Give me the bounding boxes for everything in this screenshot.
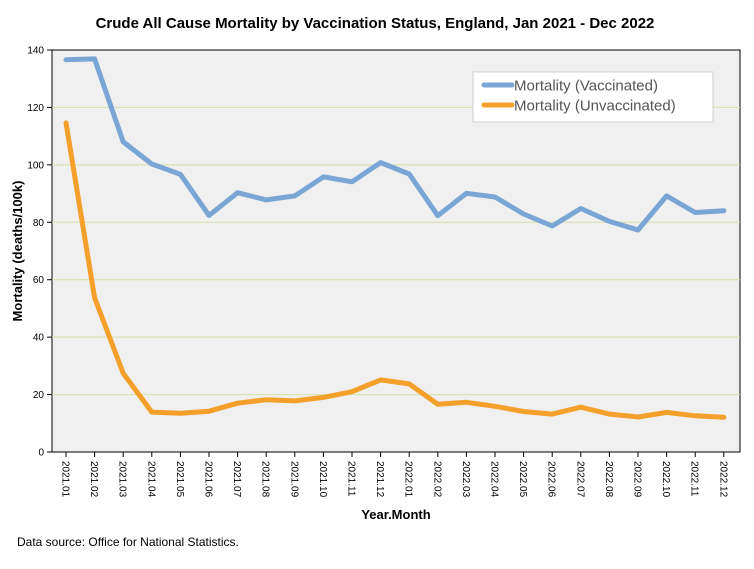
x-axis: 2021.01 2021.02 2021.03 2021.04 2021.05 2021.… (60, 452, 728, 498)
y-tick-label: 60 (33, 275, 45, 286)
series-lines (63, 56, 727, 420)
x-tick-label: 2022.02 (431, 461, 442, 498)
y-tick-label: 120 (27, 103, 44, 114)
x-tick-label: 2022.09 (632, 461, 643, 498)
x-tick-label: 2022.07 (574, 461, 585, 498)
x-tick-label: 2021.09 (288, 461, 299, 498)
x-tick-label: 2022.05 (517, 461, 528, 498)
x-tick-label: 2021.01 (60, 461, 71, 498)
y-tick-label: 80 (33, 218, 45, 229)
y-axis-label: Mortality (deaths/100k) (10, 181, 25, 322)
x-tick-label: 2022.01 (403, 461, 414, 498)
x-tick-label: 2021.03 (117, 461, 128, 498)
y-tick-label: 140 (27, 46, 44, 57)
x-tick-label: 2022.08 (603, 461, 614, 498)
y-tick-label: 0 (38, 448, 44, 459)
x-tick-label: 2021.06 (203, 461, 214, 498)
x-tick-label: 2022.12 (717, 461, 728, 498)
x-tick-label: 2021.10 (317, 461, 328, 498)
x-tick-label: 2021.05 (174, 461, 185, 498)
x-tick-label: 2022.11 (689, 461, 700, 497)
x-tick-label: 2021.07 (231, 461, 242, 498)
x-tick-label: 2021.08 (260, 461, 271, 498)
y-tick-label: 100 (27, 160, 44, 171)
series-line-vaccinated (63, 56, 727, 233)
footnote: Data source: Office for National Statist… (17, 535, 239, 549)
x-tick-label: 2022.04 (489, 461, 500, 498)
x-tick-label: 2021.02 (88, 461, 99, 498)
y-axis: 0 20 40 60 80 100 120 140 (27, 46, 52, 459)
y-tick-label: 40 (33, 333, 45, 344)
x-tick-label: 2022.10 (660, 461, 671, 498)
legend-label: Mortality (Unvaccinated) (514, 98, 676, 115)
x-tick-label: 2022.03 (460, 461, 471, 498)
x-tick-label: 2021.04 (145, 461, 156, 498)
series-line-unvaccinated (63, 120, 727, 420)
chart-title: Crude All Cause Mortality by Vaccination… (96, 15, 655, 32)
x-axis-label: Year.Month (361, 507, 430, 522)
y-tick-label: 20 (33, 390, 45, 401)
x-tick-label: 2021.12 (374, 461, 385, 498)
legend: Mortality (Vaccinated) Mortality (Unvacci… (472, 71, 714, 123)
legend-box (472, 71, 714, 123)
x-tick-label: 2022.06 (546, 461, 557, 498)
legend-label: Mortality (Vaccinated) (514, 78, 658, 95)
x-tick-label: 2021.11 (346, 461, 357, 497)
